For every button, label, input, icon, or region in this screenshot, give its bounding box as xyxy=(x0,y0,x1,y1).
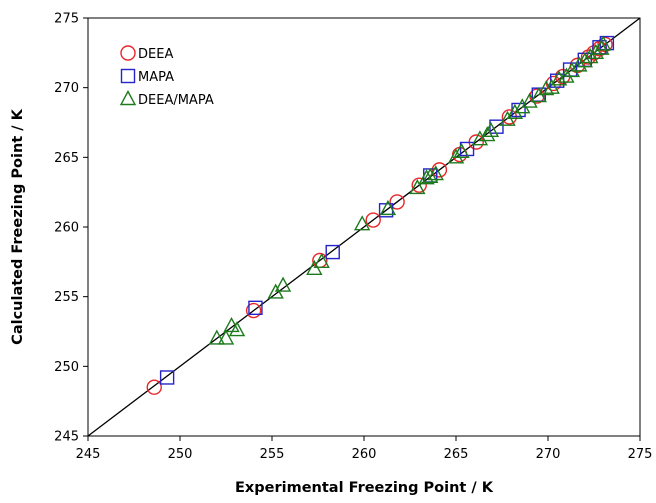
mapa-point xyxy=(325,244,340,260)
deea-point xyxy=(365,212,381,228)
legend-square-marker xyxy=(120,68,136,84)
legend-triangle-marker xyxy=(119,90,137,106)
x-tick-label: 250 xyxy=(168,447,193,462)
deea-mapa-point xyxy=(576,52,593,68)
deea-point xyxy=(580,49,597,65)
deea-point xyxy=(146,379,162,395)
y-axis-title: Calculated Freezing Point / K xyxy=(10,108,26,344)
deea-mapa-point xyxy=(353,215,371,231)
y-tick-label: 275 xyxy=(54,12,79,27)
deea-mapa-point xyxy=(506,103,524,119)
legend-item-mapa: MAPA xyxy=(120,68,174,85)
deea-mapa-point xyxy=(563,61,581,78)
data-points xyxy=(146,35,615,395)
series-deea-mapa xyxy=(208,35,612,345)
y-tick-label: 265 xyxy=(54,151,79,166)
x-tick-label: 275 xyxy=(628,447,653,462)
deea-mapa-point xyxy=(543,78,560,94)
deea-mapa-point xyxy=(208,329,225,345)
deea-point xyxy=(431,162,448,178)
axis-ticks: 245 250 255 260 265 270 275 245 250 255 260 265 270 2… xyxy=(54,12,652,463)
legend-label: DEEA/MAPA xyxy=(138,93,214,108)
deea-mapa-point xyxy=(582,48,599,64)
deea-mapa-point xyxy=(313,252,330,269)
legend-label: DEEA xyxy=(138,47,173,62)
legend-item-deea-mapa: DEEA/MAPA xyxy=(119,90,214,108)
deea-point xyxy=(389,194,405,210)
legend-circle-marker xyxy=(120,45,136,61)
y-tick-label: 260 xyxy=(54,221,79,236)
deea-mapa-point xyxy=(471,130,489,146)
x-axis-title: Experimental Freezing Point / K xyxy=(235,480,494,496)
deea-mapa-point xyxy=(571,56,588,72)
deea-mapa-point xyxy=(379,199,397,216)
deea-point xyxy=(597,36,613,53)
deea-mapa-point xyxy=(550,70,568,86)
deea-mapa-point xyxy=(447,148,465,164)
y-tick-label: 255 xyxy=(54,290,79,305)
deea-point xyxy=(245,302,262,319)
deea-mapa-point xyxy=(587,43,605,60)
y-tick-label: 250 xyxy=(54,360,79,375)
deea-mapa-point xyxy=(558,67,575,83)
deea-mapa-point xyxy=(228,321,246,337)
deea-mapa-point xyxy=(427,165,444,181)
deea-mapa-point xyxy=(537,80,555,96)
mapa-point xyxy=(159,370,175,385)
deea-mapa-point xyxy=(482,121,500,138)
x-tick-label: 245 xyxy=(76,447,101,462)
y-tick-label: 270 xyxy=(54,81,79,96)
deea-mapa-point xyxy=(595,35,612,51)
x-tick-label: 270 xyxy=(536,447,561,462)
x-tick-label: 265 xyxy=(444,447,469,462)
deea-mapa-point xyxy=(274,276,292,292)
legend-label: MAPA xyxy=(138,70,174,85)
y-tick-label: 245 xyxy=(54,430,79,445)
deea-mapa-point xyxy=(479,126,496,142)
deea-mapa-point xyxy=(514,98,531,114)
deea-mapa-point xyxy=(422,167,439,184)
deea-mapa-point xyxy=(409,179,426,195)
deea-mapa-point xyxy=(453,142,470,158)
legend: DEEA MAPA DEEA/MAPA xyxy=(119,45,214,108)
x-tick-label: 260 xyxy=(352,447,377,462)
deea-mapa-point xyxy=(521,92,538,108)
deea-point xyxy=(411,177,427,193)
deea-mapa-point xyxy=(217,329,235,345)
x-tick-label: 255 xyxy=(260,447,285,462)
mapa-point xyxy=(248,300,263,316)
legend-item-deea: DEEA xyxy=(120,45,173,62)
